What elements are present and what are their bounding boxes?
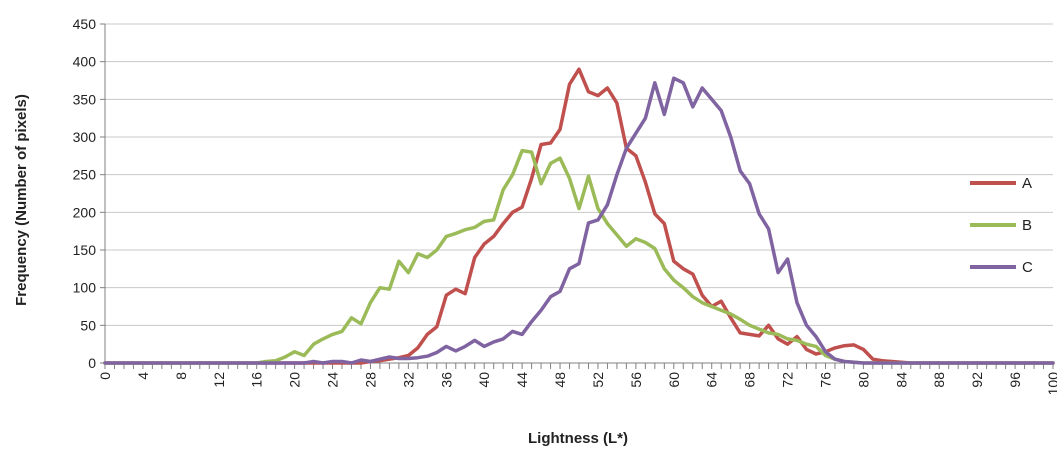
y-tick-label: 50 [80, 317, 96, 333]
y-tick-label: 0 [88, 355, 96, 371]
x-tick-label: 40 [476, 372, 492, 388]
y-tick-label: 400 [73, 54, 97, 70]
series-line-A [103, 67, 1055, 365]
x-tick-label: 24 [325, 372, 341, 388]
x-tick-label: 92 [969, 372, 985, 388]
x-tick-label: 68 [742, 372, 758, 388]
x-tick-label: 48 [552, 372, 568, 388]
x-tick-label: 16 [249, 372, 265, 388]
x-tick-label: 32 [400, 372, 416, 388]
y-tick-label: 450 [73, 16, 97, 32]
grid-lines [105, 23, 1053, 326]
x-tick-label: 28 [362, 372, 378, 388]
y-tick-label: 250 [73, 167, 97, 183]
series-line-C [103, 76, 1055, 365]
x-tick-label: 36 [438, 372, 454, 388]
x-tick-label: 44 [514, 372, 530, 388]
x-tick-label: 80 [855, 372, 871, 388]
x-tick-label: 64 [704, 372, 720, 388]
y-tick-labels: 0 50 100 150 200 250 300 350 400 450 [73, 16, 97, 371]
y-tick-label: 150 [73, 242, 97, 258]
x-tick-label: 12 [211, 372, 227, 388]
x-tick-label: 8 [173, 372, 189, 380]
y-axis-title: Frequency (Number of pixels) [13, 94, 30, 306]
y-tick-label: 100 [73, 280, 97, 296]
x-tick-label: 100 [1045, 372, 1057, 396]
x-tick-label: 4 [135, 372, 151, 380]
x-tick-labels: 0 4 8 12 16 20 24 28 32 36 40 44 48 52 56 60 64 68 72 76 80 8… [97, 372, 1057, 396]
x-tick-label: 72 [780, 372, 796, 388]
legend-label-B: B [1022, 217, 1032, 234]
x-tick-label: 88 [931, 372, 947, 388]
x-tick-label: 20 [287, 372, 303, 388]
x-tick-label: 52 [590, 372, 606, 388]
y-tick-label: 200 [73, 204, 97, 220]
legend: A B C [970, 175, 1033, 276]
x-tick-label: 84 [893, 372, 909, 388]
legend-label-A: A [1022, 175, 1032, 192]
x-tick-label: 60 [666, 372, 682, 388]
legend-label-C: C [1022, 259, 1033, 276]
x-tick-label: 0 [97, 372, 113, 380]
series-lines [103, 67, 1055, 365]
y-tick-label: 350 [73, 91, 97, 107]
y-tick-label: 300 [73, 129, 97, 145]
x-axis-title: Lightness (L*) [528, 430, 628, 447]
x-tick-label: 56 [628, 372, 644, 388]
x-tick-label: 76 [817, 372, 833, 388]
x-tick-label: 96 [1007, 372, 1023, 388]
